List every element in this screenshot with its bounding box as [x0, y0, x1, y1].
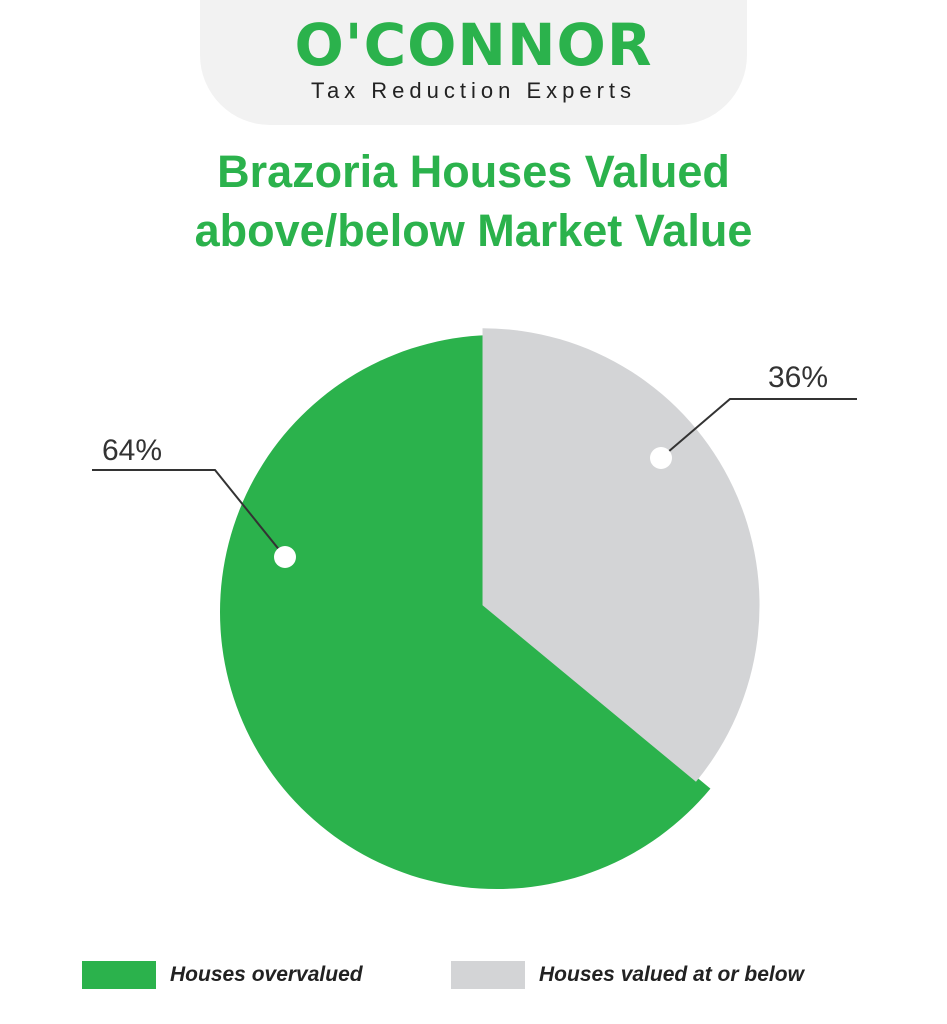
chart-title-line-2: above/below Market Value [194, 205, 753, 256]
brand-logo: O'CONNOR [294, 11, 653, 79]
logo-banner: O'CONNOR Tax Reduction Experts [200, 0, 747, 125]
callout-line-0 [92, 469, 286, 558]
legend-label-overvalued: Houses overvalued [170, 963, 363, 986]
brand-tagline: Tax Reduction Experts [310, 78, 637, 103]
legend-swatch-valued-at-or-below [451, 961, 525, 989]
callout-dot-1 [650, 447, 672, 469]
legend-item-valued-at-or-below: Houses valued at or below [451, 960, 804, 990]
callout-line-1 [660, 398, 857, 459]
data-label-valued-at-or-below: 36% [768, 361, 828, 394]
data-label-overvalued: 64% [102, 434, 162, 467]
callout-dot-0 [274, 546, 296, 568]
pie-slice-overvalued [220, 335, 711, 889]
legend-label-valued-at-or-below: Houses valued at or below [539, 963, 804, 986]
pie-slice-valued-at-or-below [482, 328, 760, 782]
chart-title-line-1: Brazoria Houses Valued [217, 146, 730, 197]
legend-item-overvalued: Houses overvalued [82, 960, 363, 990]
chart-title: Brazoria Houses Valued above/below Marke… [0, 142, 947, 260]
legend-swatch-overvalued [82, 961, 156, 989]
